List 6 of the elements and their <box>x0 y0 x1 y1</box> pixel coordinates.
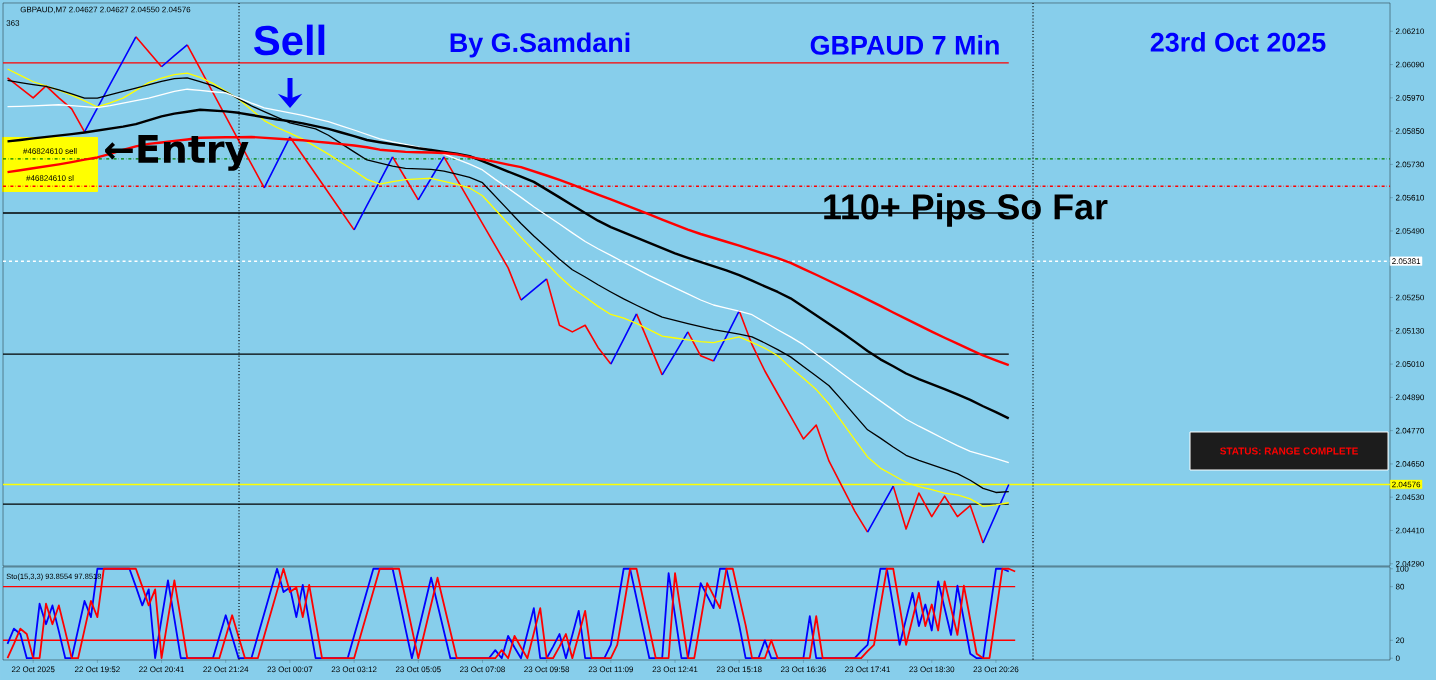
annotation: 23rd Oct 2025 <box>1150 32 1326 52</box>
annotation: STATUS: RANGE COMPLETE <box>1220 447 1358 455</box>
annotation: Sell <box>254 24 325 56</box>
annotation: GBPAUD 7 Min <box>810 35 999 55</box>
annotation: By G.Samdani <box>450 32 630 58</box>
annotation: ←Entry <box>105 135 249 171</box>
